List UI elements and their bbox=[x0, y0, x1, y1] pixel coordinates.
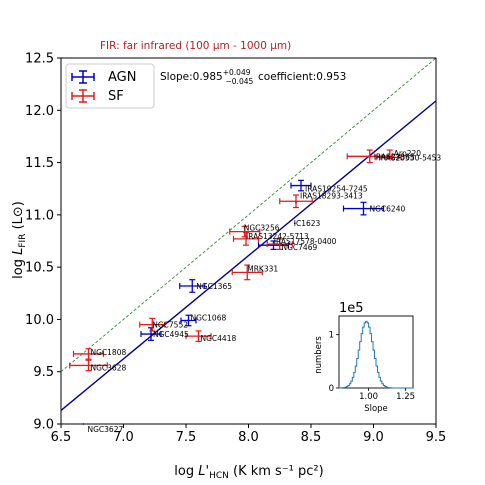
x-tick-label: 7.5 bbox=[176, 430, 197, 445]
data-point-sf bbox=[279, 194, 313, 209]
y-tick-label: 9.0 bbox=[33, 418, 54, 433]
data-point-sf bbox=[232, 232, 260, 246]
point-label: IRAS18293-3413 bbox=[300, 191, 363, 200]
point-label: NGC3627 bbox=[88, 425, 124, 434]
data-point-sf bbox=[375, 154, 402, 161]
coefficient-stat: coefficient:0.953 bbox=[258, 71, 346, 83]
inset-x-tick-label: 1.00 bbox=[359, 392, 378, 402]
point-label: NGC7552 bbox=[152, 321, 188, 330]
point-label: NGC6240 bbox=[370, 205, 406, 214]
slope-histogram-inset: 1.00 1.25 0 1 1e5 Slope numbers bbox=[314, 301, 415, 414]
x-tick-label: 9.0 bbox=[363, 430, 384, 445]
point-label: IRAS17578-0400 bbox=[274, 237, 337, 246]
data-point-sf bbox=[231, 264, 263, 281]
inset-y-tick-label: 1 bbox=[329, 331, 334, 341]
x-axis-label: log L'HCN (K km s⁻¹ pc²) bbox=[174, 464, 323, 481]
x-tick-label: 8.0 bbox=[238, 430, 259, 445]
inset-multiplier: 1e5 bbox=[339, 301, 364, 316]
data-point-agn bbox=[140, 327, 162, 341]
fit-lines bbox=[60, 57, 437, 411]
data-point-sf bbox=[229, 225, 261, 238]
point-marker bbox=[82, 423, 85, 425]
y-tick-label: 10.5 bbox=[25, 261, 54, 276]
legend-box bbox=[65, 63, 155, 109]
data-point-agn bbox=[179, 279, 206, 293]
slope-stat: Slope:0.985+0.049 −0.045 bbox=[160, 68, 253, 86]
point-label: NGC1808 bbox=[91, 348, 127, 357]
y-tick-label: 9.5 bbox=[33, 365, 54, 380]
data-point-sf bbox=[185, 330, 212, 342]
y-axis-ticks: 9.0 9.5 10.0 10.5 11.0 11.5 12.0 12.5 bbox=[25, 52, 61, 433]
point-label: NGC3628 bbox=[91, 363, 127, 372]
y-tick-label: 11.5 bbox=[25, 156, 54, 171]
point-label: NGC3256 bbox=[244, 224, 280, 233]
point-label: NGC4945 bbox=[153, 330, 189, 339]
legend-sf-label: SF bbox=[108, 89, 124, 104]
inset-y-tick-label: 0 bbox=[329, 384, 334, 394]
data-point-sf bbox=[72, 348, 105, 360]
point-label: IRAS19254-7245 bbox=[305, 185, 368, 194]
point-label: NGC7469 bbox=[282, 243, 318, 252]
y-tick-label: 12.5 bbox=[25, 52, 54, 67]
data-points bbox=[69, 149, 402, 425]
legend-agn-marker bbox=[71, 70, 95, 84]
wavelength-note: FIR: far infrared (100 µm - 1000 µm) bbox=[100, 40, 291, 52]
data-point-sf bbox=[266, 238, 293, 250]
inset-histogram-step bbox=[339, 320, 413, 389]
inset-x-label: Slope bbox=[364, 404, 388, 414]
inset-y-label: numbers bbox=[314, 336, 324, 374]
inset-axes bbox=[338, 315, 414, 389]
data-point-agn bbox=[180, 314, 197, 327]
x-tick-label: 7.0 bbox=[113, 430, 134, 445]
best-fit-line bbox=[60, 100, 437, 411]
data-point-agn bbox=[290, 179, 312, 192]
point-label: IC1623 bbox=[294, 219, 321, 228]
y-tick-label: 12.0 bbox=[25, 104, 54, 119]
point-label: IRAS13242-5713 bbox=[246, 232, 309, 241]
data-point-sf bbox=[139, 317, 166, 332]
x-tick-label: 6.5 bbox=[51, 430, 72, 445]
point-label: IRAS20550-5453 bbox=[379, 153, 442, 162]
inset-ticks: 1.00 1.25 0 1 bbox=[329, 331, 415, 402]
legend-agn-label: AGN bbox=[108, 70, 136, 85]
y-tick-label: 10.0 bbox=[25, 313, 54, 328]
unity-line bbox=[60, 57, 437, 373]
point-label: Arp220 bbox=[394, 149, 422, 158]
point-marker bbox=[293, 222, 296, 225]
data-point-agn bbox=[257, 240, 290, 250]
point-label: MRK331 bbox=[247, 264, 278, 273]
x-tick-label: 9.5 bbox=[426, 430, 447, 445]
point-label: NGC4418 bbox=[201, 334, 237, 343]
data-point-agn bbox=[342, 201, 385, 216]
point-label: IRAS23365 bbox=[374, 152, 415, 161]
point-label: NGC1068 bbox=[191, 313, 227, 322]
legend: AGN SF bbox=[65, 63, 155, 109]
data-point-agn bbox=[82, 423, 85, 425]
point-label: NGC1365 bbox=[196, 282, 232, 291]
legend-sf-marker bbox=[71, 89, 95, 103]
inset-histogram-bars bbox=[339, 320, 413, 389]
data-point-sf bbox=[346, 149, 393, 164]
inset-frame bbox=[338, 315, 414, 389]
y-tick-label: 11.0 bbox=[25, 208, 54, 223]
data-point-sf bbox=[69, 359, 108, 372]
x-axis-ticks: 6.5 7.0 7.5 8.0 8.5 9.0 9.5 bbox=[51, 424, 447, 445]
data-point-agn bbox=[293, 222, 296, 225]
x-tick-label: 8.5 bbox=[301, 430, 322, 445]
inset-x-tick-label: 1.25 bbox=[396, 392, 415, 402]
y-axis-label: log LFIR (L⊙) bbox=[11, 201, 28, 279]
